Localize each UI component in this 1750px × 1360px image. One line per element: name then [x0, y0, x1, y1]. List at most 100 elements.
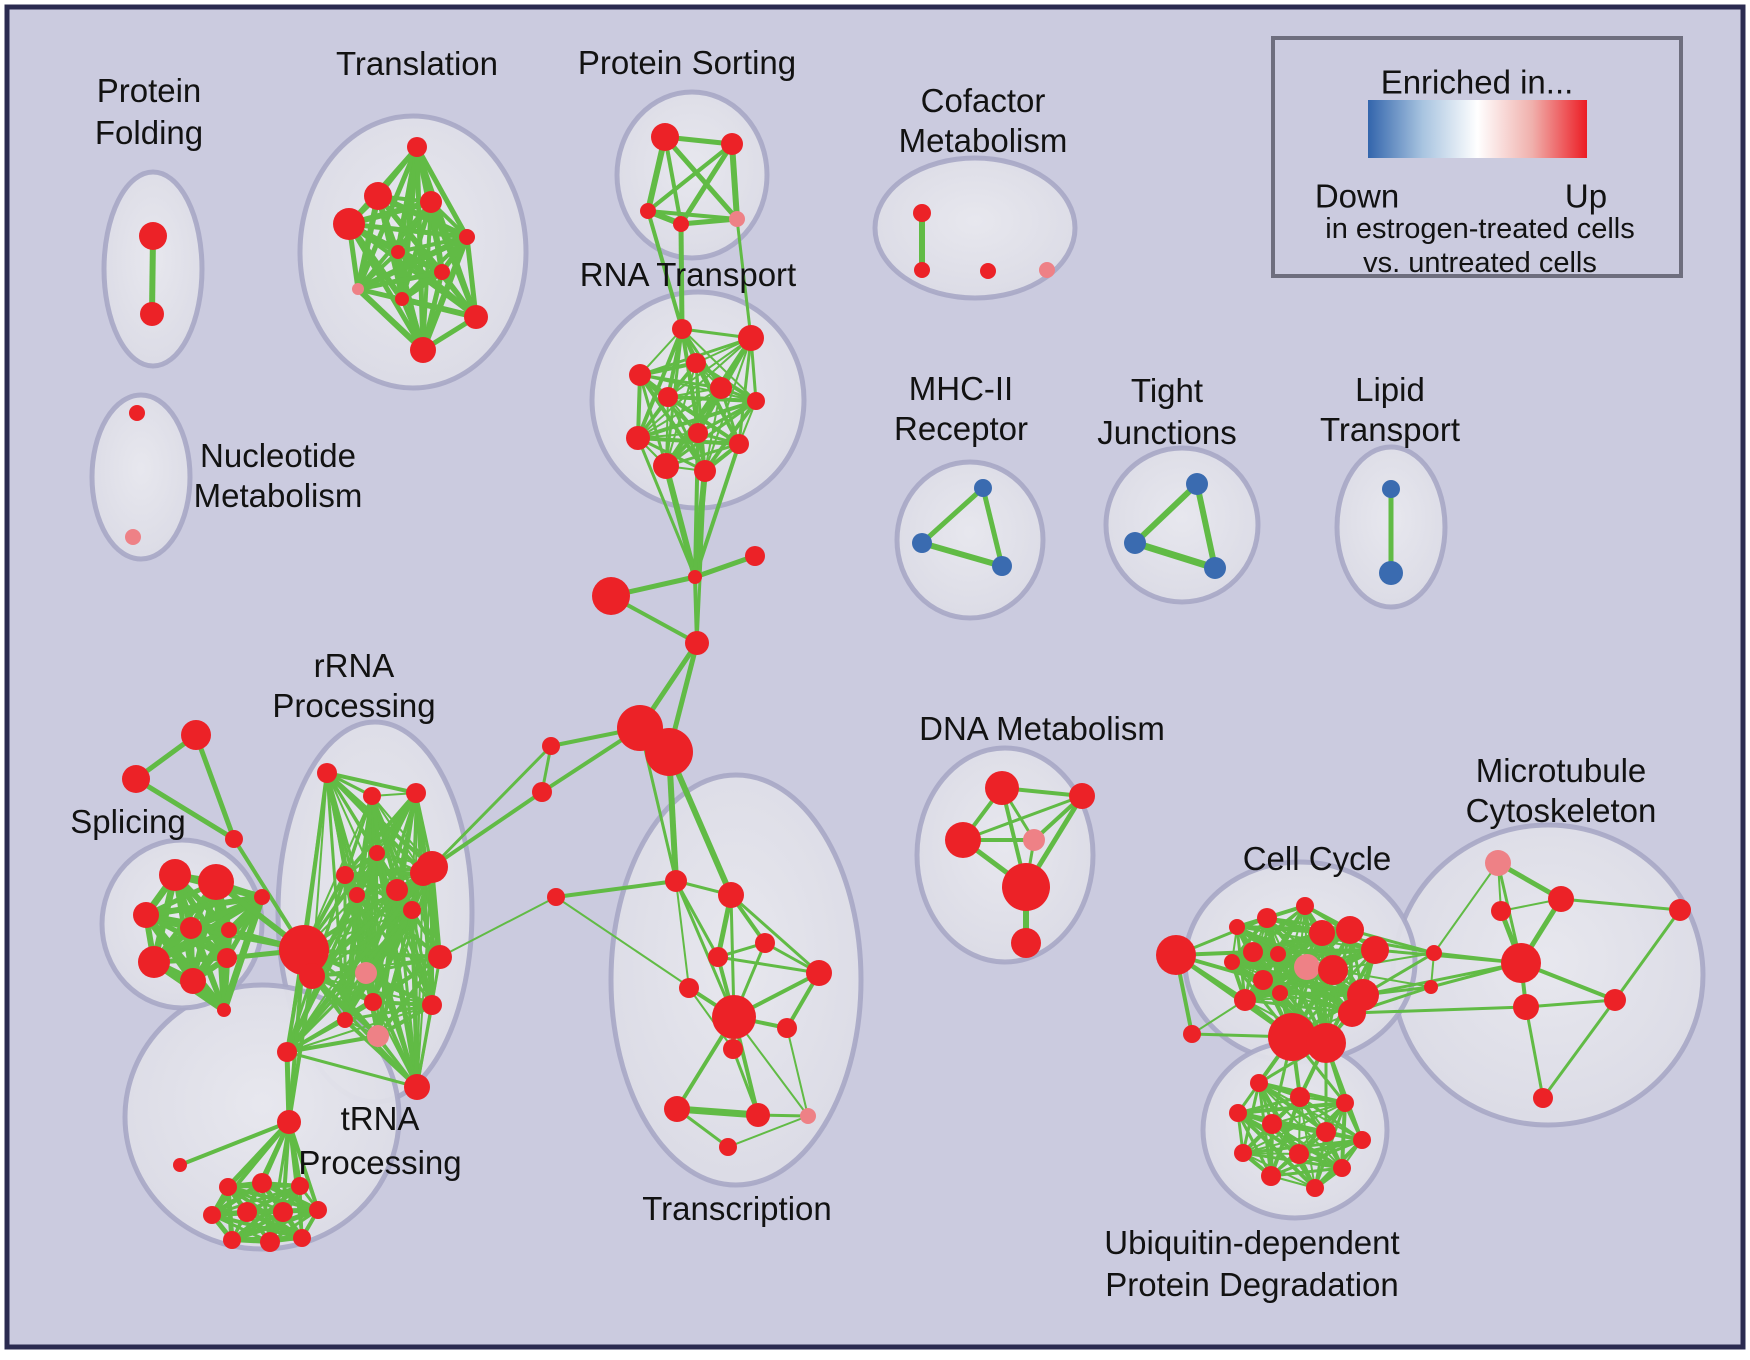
gene-set-node-cc-13[interactable] — [1338, 999, 1366, 1027]
gene-set-node-ub-11[interactable] — [1306, 1179, 1324, 1197]
gene-set-node-dm-3[interactable] — [1023, 829, 1045, 851]
gene-set-node-cc-9[interactable] — [1234, 989, 1256, 1011]
gene-set-node-ch-1[interactable] — [745, 546, 765, 566]
gene-set-node-tr-12[interactable] — [719, 1138, 737, 1156]
gene-set-node-lt-1[interactable] — [1379, 561, 1403, 585]
gene-set-node-cc-0[interactable] — [1257, 908, 1277, 928]
gene-set-node-tj-0[interactable] — [1186, 473, 1208, 495]
gene-set-node-lt-0[interactable] — [1382, 480, 1400, 498]
gene-set-node-ub-6[interactable] — [1353, 1131, 1371, 1149]
gene-set-node-cf-3[interactable] — [1039, 262, 1055, 278]
gene-set-node-tr-4[interactable] — [806, 960, 832, 986]
gene-set-node-rr-15[interactable] — [422, 995, 442, 1015]
gene-set-node-pf-1[interactable] — [140, 302, 164, 326]
gene-set-node-rr-0[interactable] — [317, 763, 337, 783]
gene-set-node-tl-5[interactable] — [391, 245, 405, 259]
gene-set-node-rr-16[interactable] — [337, 1012, 353, 1028]
gene-set-node-tr-3[interactable] — [708, 947, 728, 967]
gene-set-node-mt-3[interactable] — [1501, 943, 1541, 983]
gene-set-node-tn-10[interactable] — [260, 1232, 280, 1252]
gene-set-node-tn-3[interactable] — [252, 1173, 272, 1193]
gene-set-node-rr-4[interactable] — [369, 845, 385, 861]
gene-set-node-cc-2[interactable] — [1309, 920, 1335, 946]
gene-set-node-cc-11[interactable] — [1361, 936, 1389, 964]
gene-set-node-rt-8[interactable] — [626, 426, 650, 450]
gene-set-node-cc-16[interactable] — [1229, 919, 1245, 935]
gene-set-node-tr-9[interactable] — [664, 1096, 690, 1122]
gene-set-node-mh-2[interactable] — [992, 556, 1012, 576]
gene-set-node-cc-8[interactable] — [1272, 985, 1288, 1001]
gene-set-node-mt-4[interactable] — [1604, 989, 1626, 1011]
gene-set-node-tn-4[interactable] — [291, 1177, 309, 1195]
gene-set-node-tn-0[interactable] — [277, 1110, 301, 1134]
gene-set-node-tr-2[interactable] — [755, 933, 775, 953]
gene-set-node-ub-4[interactable] — [1262, 1114, 1282, 1134]
gene-set-node-ch-0[interactable] — [688, 570, 702, 584]
gene-set-node-sp-5[interactable] — [138, 946, 170, 978]
gene-set-node-rr-9[interactable] — [299, 963, 325, 989]
gene-set-node-tl-4[interactable] — [459, 229, 475, 245]
gene-set-node-mt-0[interactable] — [1485, 850, 1511, 876]
gene-set-node-ce-0[interactable] — [1156, 935, 1196, 975]
gene-set-node-cc-1[interactable] — [1296, 897, 1314, 915]
gene-set-node-sp-1[interactable] — [198, 864, 234, 900]
gene-set-node-tr-8[interactable] — [723, 1039, 743, 1059]
gene-set-node-mt-8[interactable] — [1669, 899, 1691, 921]
gene-set-node-rt-0[interactable] — [672, 319, 692, 339]
gene-set-node-sp-2[interactable] — [133, 902, 159, 928]
gene-set-node-ch-7[interactable] — [532, 782, 552, 802]
gene-set-node-rr-6[interactable] — [386, 879, 408, 901]
gene-set-node-tl-9[interactable] — [464, 305, 488, 329]
gene-set-node-tl-10[interactable] — [410, 337, 436, 363]
gene-set-node-mt-1[interactable] — [1548, 886, 1574, 912]
gene-set-node-ub-0[interactable] — [1250, 1074, 1268, 1092]
gene-set-node-mt-7[interactable] — [1424, 980, 1438, 994]
gene-set-node-ub-3[interactable] — [1229, 1104, 1247, 1122]
gene-set-node-rt-7[interactable] — [688, 423, 708, 443]
gene-set-node-rr-3[interactable] — [336, 866, 354, 884]
gene-set-node-tn-8[interactable] — [309, 1201, 327, 1219]
gene-set-node-ps-0[interactable] — [651, 123, 679, 151]
gene-set-node-tn-2[interactable] — [219, 1178, 237, 1196]
gene-set-node-tl-3[interactable] — [333, 208, 365, 240]
gene-set-node-sp-8[interactable] — [254, 889, 270, 905]
gene-set-node-rr-12[interactable] — [428, 945, 452, 969]
gene-set-node-ub-5[interactable] — [1316, 1122, 1336, 1142]
gene-set-node-dm-1[interactable] — [1069, 783, 1095, 809]
gene-set-node-sp-9[interactable] — [217, 1003, 231, 1017]
gene-set-node-mt-2[interactable] — [1491, 901, 1511, 921]
gene-set-node-tri-1[interactable] — [122, 765, 150, 793]
gene-set-node-tr-5[interactable] — [679, 978, 699, 998]
gene-set-node-ub-7[interactable] — [1234, 1144, 1252, 1162]
gene-set-node-tr-11[interactable] — [800, 1108, 816, 1124]
gene-set-node-mh-1[interactable] — [912, 533, 932, 553]
gene-set-node-tl-1[interactable] — [364, 182, 392, 210]
gene-set-node-dm-5[interactable] — [1011, 928, 1041, 958]
gene-set-node-rt-10[interactable] — [653, 453, 679, 479]
gene-set-node-rt-11[interactable] — [694, 460, 716, 482]
gene-set-node-tn-1[interactable] — [173, 1158, 187, 1172]
gene-set-node-rr-19[interactable] — [404, 1074, 430, 1100]
gene-set-node-mt-6[interactable] — [1426, 945, 1442, 961]
gene-set-node-mt-9[interactable] — [1533, 1088, 1553, 1108]
gene-set-node-sp-3[interactable] — [180, 917, 202, 939]
gene-set-node-ch-2[interactable] — [592, 577, 630, 615]
gene-set-node-tl-0[interactable] — [407, 137, 427, 157]
gene-set-node-tj-1[interactable] — [1124, 532, 1146, 554]
gene-set-node-rt-5[interactable] — [658, 387, 678, 407]
gene-set-node-tr-0[interactable] — [665, 870, 687, 892]
gene-set-node-rt-9[interactable] — [729, 434, 749, 454]
gene-set-node-tr-10[interactable] — [746, 1103, 770, 1127]
gene-set-node-rt-6[interactable] — [747, 392, 765, 410]
gene-set-node-rr-13[interactable] — [403, 901, 421, 919]
gene-set-node-tl-2[interactable] — [420, 191, 442, 213]
gene-set-node-cf-1[interactable] — [914, 262, 930, 278]
gene-set-node-tr-7[interactable] — [777, 1018, 797, 1038]
gene-set-node-rr-18[interactable] — [277, 1042, 297, 1062]
gene-set-node-sp-4[interactable] — [221, 922, 237, 938]
gene-set-node-ub-1[interactable] — [1290, 1087, 1310, 1107]
gene-set-node-cf-2[interactable] — [980, 263, 996, 279]
gene-set-node-mt-5[interactable] — [1513, 994, 1539, 1020]
gene-set-node-ps-2[interactable] — [640, 203, 656, 219]
gene-set-node-cc-6[interactable] — [1318, 955, 1348, 985]
